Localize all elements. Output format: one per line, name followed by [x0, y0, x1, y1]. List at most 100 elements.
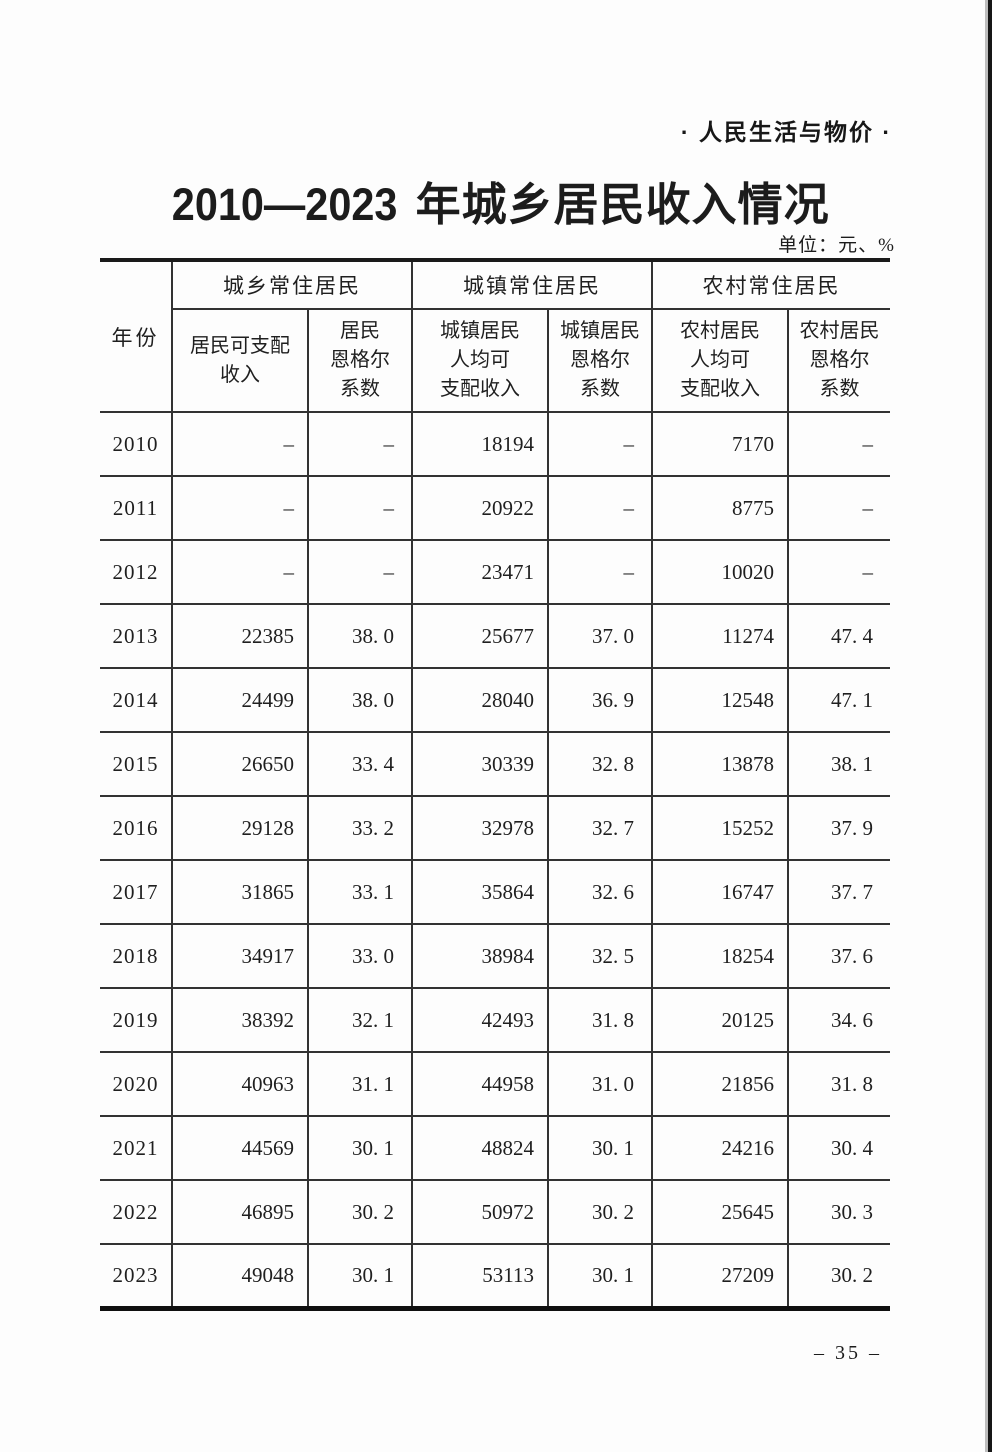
- value-cell: 31865: [172, 859, 309, 924]
- group-header-row: 年份 城乡常住居民 城镇常住居民 农村常住居民: [100, 260, 890, 412]
- section-header: · 人民生活与物价 ·: [680, 119, 892, 145]
- table-row: 2011 – – 20922 – 8775 –: [100, 475, 890, 540]
- value-cell: 44569: [172, 1115, 309, 1180]
- value-cell: 30339: [412, 731, 549, 796]
- value-cell: 50972: [412, 1179, 549, 1244]
- table-row: 2017 31865 33. 1 35864 32. 6 16747 37. 7: [100, 859, 890, 924]
- value-cell: 38392: [172, 987, 309, 1052]
- value-cell: 25645: [652, 1179, 789, 1244]
- value-cell: 38. 1: [788, 731, 890, 796]
- value-cell: 33. 0: [308, 923, 413, 988]
- table-body: 2010 – – 18194 – 7170 – 2011 – – 20922 –…: [100, 411, 890, 1308]
- page-number: – 35 –: [814, 1342, 882, 1364]
- value-cell: 13878: [652, 731, 789, 796]
- table-header: 年份 城乡常住居民 城镇常住居民 农村常住居民 居民可支配 收入 居民 恩格尔 …: [100, 260, 890, 412]
- value-cell: 30. 4: [788, 1115, 890, 1180]
- value-cell: –: [548, 411, 653, 476]
- value-cell: 25677: [412, 603, 549, 668]
- table-row: 2018 34917 33. 0 38984 32. 5 18254 37. 6: [100, 923, 890, 988]
- value-cell: 15252: [652, 795, 789, 860]
- value-cell: 31. 8: [548, 987, 653, 1052]
- value-cell: 30. 2: [788, 1243, 890, 1308]
- value-cell: –: [172, 539, 309, 604]
- value-cell: –: [788, 475, 890, 540]
- value-cell: –: [788, 411, 890, 476]
- title-text: 年城乡居民收入情况: [415, 180, 830, 230]
- value-cell: 31. 0: [548, 1051, 653, 1116]
- table-row: 2021 44569 30. 1 48824 30. 1 24216 30. 4: [100, 1115, 890, 1180]
- value-cell: –: [172, 411, 309, 476]
- value-cell: 38. 0: [308, 603, 413, 668]
- value-cell: 16747: [652, 859, 789, 924]
- value-cell: 29128: [172, 795, 309, 860]
- value-cell: 35864: [412, 859, 549, 924]
- table-row: 2023 49048 30. 1 53113 30. 1 27209 30. 2: [100, 1243, 890, 1308]
- value-cell: –: [308, 539, 413, 604]
- value-cell: –: [308, 411, 413, 476]
- sub-header-rural-engel: 农村居民 恩格尔 系数: [799, 320, 880, 400]
- year-cell: 2016: [100, 795, 173, 860]
- year-cell: 2020: [100, 1051, 173, 1116]
- value-cell: 33. 4: [308, 731, 413, 796]
- value-cell: 21856: [652, 1051, 789, 1116]
- value-cell: 30. 1: [308, 1115, 413, 1180]
- value-cell: 30. 1: [308, 1243, 413, 1308]
- value-cell: 27209: [652, 1243, 789, 1308]
- value-cell: 23471: [412, 539, 549, 604]
- value-cell: 28040: [412, 667, 549, 732]
- year-cell: 2022: [100, 1179, 173, 1244]
- table-row: 2016 29128 33. 2 32978 32. 7 15252 37. 9: [100, 795, 890, 860]
- scan-edge: [988, 0, 992, 1452]
- value-cell: 31. 1: [308, 1051, 413, 1116]
- value-cell: 32. 7: [548, 795, 653, 860]
- value-cell: 49048: [172, 1243, 309, 1308]
- value-cell: 36. 9: [548, 667, 653, 732]
- table-row: 2012 – – 23471 – 10020 –: [100, 539, 890, 604]
- sub-header-rural-income: 农村居民 人均可 支配收入: [652, 309, 789, 412]
- year-cell: 2019: [100, 987, 173, 1052]
- group-header-overall: 城乡常住居民: [172, 260, 413, 310]
- year-cell: 2012: [100, 539, 173, 604]
- sub-header-row: 居民可支配 收入 居民 恩格尔 系数 城镇居民 人均可 支配收入 城镇居民 恩格…: [100, 309, 890, 412]
- table-row: 2014 24499 38. 0 28040 36. 9 12548 47. 1: [100, 667, 890, 732]
- value-cell: 32. 1: [308, 987, 413, 1052]
- value-cell: 18194: [412, 411, 549, 476]
- income-table: 年份 城乡常住居民 城镇常住居民 农村常住居民 居民可支配 收入 居民 恩格尔 …: [100, 258, 890, 1311]
- year-cell: 2013: [100, 603, 173, 668]
- value-cell: 11274: [652, 603, 789, 668]
- sub-header-overall-income: 居民可支配 收入: [172, 309, 309, 412]
- value-cell: 46895: [172, 1179, 309, 1244]
- value-cell: 37. 7: [788, 859, 890, 924]
- table-row: 2019 38392 32. 1 42493 31. 8 20125 34. 6: [100, 987, 890, 1052]
- value-cell: –: [788, 539, 890, 604]
- value-cell: –: [308, 475, 413, 540]
- value-cell: 18254: [652, 923, 789, 988]
- value-cell: 30. 1: [548, 1243, 653, 1308]
- value-cell: 33. 2: [308, 795, 413, 860]
- value-cell: 48824: [412, 1115, 549, 1180]
- value-cell: 32. 6: [548, 859, 653, 924]
- scan-edge-shadow: [985, 0, 988, 1452]
- value-cell: 47. 4: [788, 603, 890, 668]
- value-cell: 20125: [652, 987, 789, 1052]
- value-cell: 44958: [412, 1051, 549, 1116]
- group-header-rural: 农村常住居民: [652, 260, 890, 310]
- value-cell: 38. 0: [308, 667, 413, 732]
- value-cell: 37. 9: [788, 795, 890, 860]
- value-cell: 40963: [172, 1051, 309, 1116]
- value-cell: 30. 3: [788, 1179, 890, 1244]
- sub-header-urban-engel: 城镇居民 恩格尔 系数: [548, 309, 653, 412]
- table-row: 2013 22385 38. 0 25677 37. 0 11274 47. 4: [100, 603, 890, 668]
- title-year-range: 2010—2023: [172, 179, 398, 230]
- year-cell: 2011: [100, 475, 173, 540]
- value-cell: 30. 2: [308, 1179, 413, 1244]
- year-column-header: 年份: [100, 260, 173, 412]
- table-row: 2010 – – 18194 – 7170 –: [100, 411, 890, 476]
- year-cell: 2018: [100, 923, 173, 988]
- value-cell: 30. 1: [548, 1115, 653, 1180]
- sub-header-urban-income: 城镇居民 人均可 支配收入: [412, 309, 549, 412]
- value-cell: 12548: [652, 667, 789, 732]
- value-cell: 47. 1: [788, 667, 890, 732]
- value-cell: 42493: [412, 987, 549, 1052]
